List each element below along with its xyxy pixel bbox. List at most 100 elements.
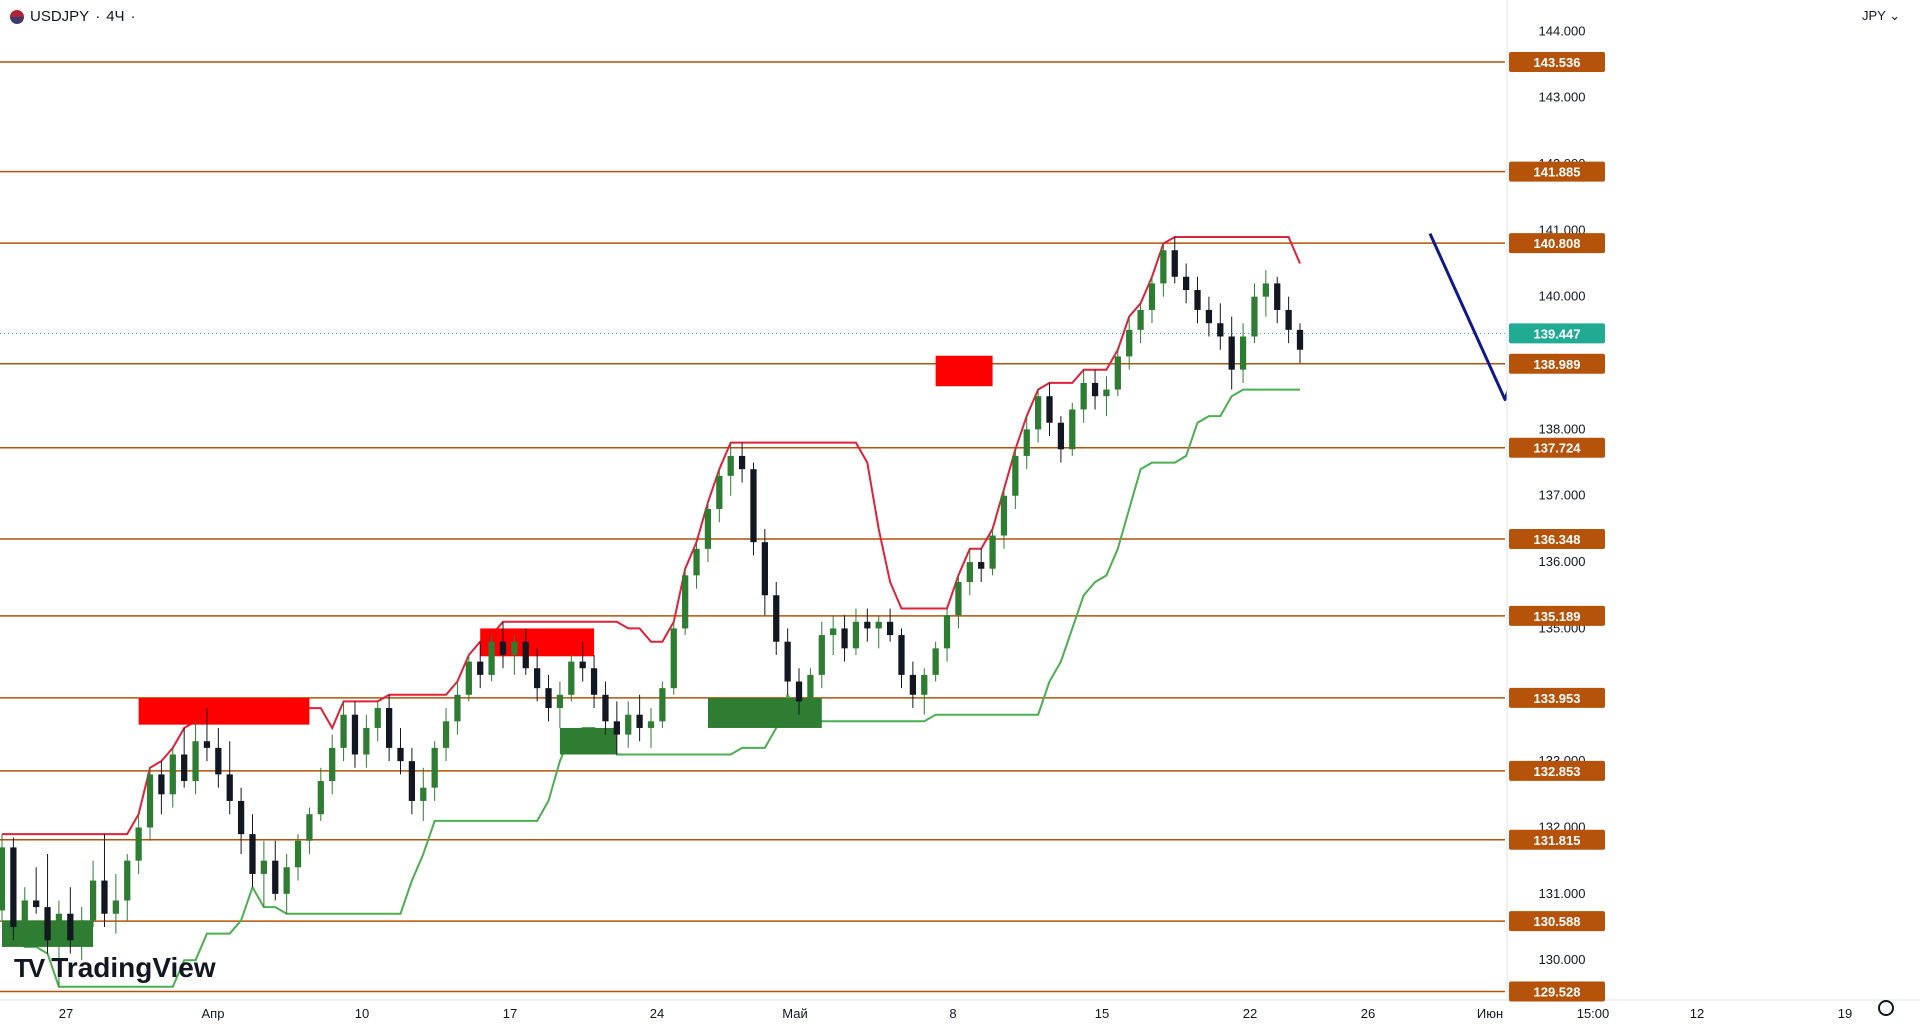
channel-fill xyxy=(1,236,1301,988)
candle-body xyxy=(215,747,222,775)
level-price-tag-text: 140.808 xyxy=(1534,236,1581,251)
candle-body xyxy=(329,747,336,782)
level-price-tag xyxy=(1509,829,1605,850)
candle-body xyxy=(1217,323,1224,337)
price-tick-label: 138.000 xyxy=(1539,421,1586,436)
candle-body xyxy=(886,621,894,636)
candle-body xyxy=(67,913,74,941)
candle-body xyxy=(750,469,757,543)
candle-body xyxy=(943,615,951,649)
candle-body xyxy=(1103,389,1110,397)
candle-body xyxy=(1034,396,1042,430)
candle-body xyxy=(283,867,290,894)
candle-body xyxy=(1160,250,1167,284)
candle-body xyxy=(795,681,803,702)
currency-selector[interactable]: JPY ⌄ xyxy=(1862,8,1901,23)
level-price-tag-text: 132.853 xyxy=(1534,764,1581,779)
price-axis-bg xyxy=(1507,0,1920,1032)
candle-body xyxy=(33,900,40,908)
candle-body xyxy=(534,668,541,689)
settings-gear-icon[interactable] xyxy=(1878,1000,1894,1016)
candle-body xyxy=(966,562,973,582)
candle-body xyxy=(442,721,450,748)
candle-body xyxy=(192,741,199,782)
level-price-tag xyxy=(1509,760,1605,781)
time-tick-label: 24 xyxy=(650,1006,664,1021)
candle-body xyxy=(477,661,484,675)
time-tick-label: 10 xyxy=(355,1006,369,1021)
price-tick-label: 136.000 xyxy=(1539,554,1586,569)
candle-body xyxy=(1114,356,1121,390)
level-price-tag xyxy=(1509,528,1605,549)
us-flag-icon xyxy=(10,9,24,24)
candle-body xyxy=(101,880,108,914)
level-price-tag-text: 137.724 xyxy=(1534,441,1582,456)
candle-body xyxy=(545,688,552,709)
time-tick-label: 15:00 xyxy=(1577,1006,1610,1021)
candle-body xyxy=(670,628,677,689)
candle-body xyxy=(1126,329,1133,357)
candle-body xyxy=(1012,455,1019,496)
time-tick-label: Май xyxy=(782,1006,807,1021)
candle-body xyxy=(1183,276,1190,291)
candle-body xyxy=(1296,329,1304,350)
level-price-tag-text: 130.588 xyxy=(1534,914,1581,929)
candle-body xyxy=(989,535,996,569)
level-price-tag-text: 141.885 xyxy=(1534,165,1581,180)
candle-body xyxy=(602,694,609,722)
candle-body xyxy=(89,880,97,921)
time-axis[interactable]: 27 Апр 10 17 24 Май 8 15 22 26 Июн 15:00 12 19 xyxy=(59,1006,1852,1021)
candle-body xyxy=(1069,409,1076,450)
candle-body xyxy=(784,641,791,682)
candle-body xyxy=(704,509,712,549)
candle-body xyxy=(499,641,507,655)
demand-zone xyxy=(559,727,617,755)
candle-body xyxy=(841,628,848,649)
candle-body xyxy=(260,860,268,874)
time-tick-label: 15 xyxy=(1095,1006,1109,1021)
candle-body xyxy=(431,747,438,788)
candle-body xyxy=(898,635,905,675)
level-price-tag-text: 129.528 xyxy=(1534,985,1581,1000)
tradingview-logo[interactable]: TV TradingView xyxy=(14,952,216,984)
candle-body xyxy=(522,641,529,669)
candle-body xyxy=(351,714,359,755)
candle-body xyxy=(955,581,962,616)
candle-body xyxy=(909,674,917,695)
candle-body xyxy=(454,694,461,722)
candle-body xyxy=(397,747,404,762)
candle-body xyxy=(1262,283,1269,297)
candle-body xyxy=(1274,283,1281,310)
time-tick-label: 17 xyxy=(503,1006,517,1021)
candle-body xyxy=(55,913,63,941)
candle-body xyxy=(21,900,28,928)
candle-body xyxy=(385,708,393,748)
level-price-tag xyxy=(1509,981,1605,1002)
level-price-tag-text: 138.989 xyxy=(1534,357,1581,372)
channel-lower-line xyxy=(1,388,1300,988)
candle-body xyxy=(1046,396,1053,423)
symbol-header[interactable]: USDJPY · 4Ч · xyxy=(10,8,136,25)
candle-body xyxy=(363,727,370,755)
level-price-tag xyxy=(1509,605,1605,626)
time-tick-label: 27 xyxy=(59,1006,73,1021)
candle-body xyxy=(1091,382,1099,397)
candle-body xyxy=(852,621,860,649)
time-tick-label: 12 xyxy=(1690,1006,1704,1021)
demand-zone xyxy=(707,698,822,728)
candle-body xyxy=(226,774,233,801)
candle-body xyxy=(306,814,313,841)
candle-body xyxy=(716,475,723,509)
header-separator: · xyxy=(95,8,101,25)
candle-body xyxy=(294,840,302,868)
symbol-interval: 4Ч xyxy=(106,8,125,25)
candle-body xyxy=(1023,429,1030,456)
candle-body xyxy=(818,635,825,675)
candle-body xyxy=(773,595,780,642)
candle-body xyxy=(1205,309,1213,324)
candle-body xyxy=(249,834,256,874)
time-tick-label: Июн xyxy=(1477,1006,1503,1021)
level-price-tag-text: 133.953 xyxy=(1534,691,1581,706)
